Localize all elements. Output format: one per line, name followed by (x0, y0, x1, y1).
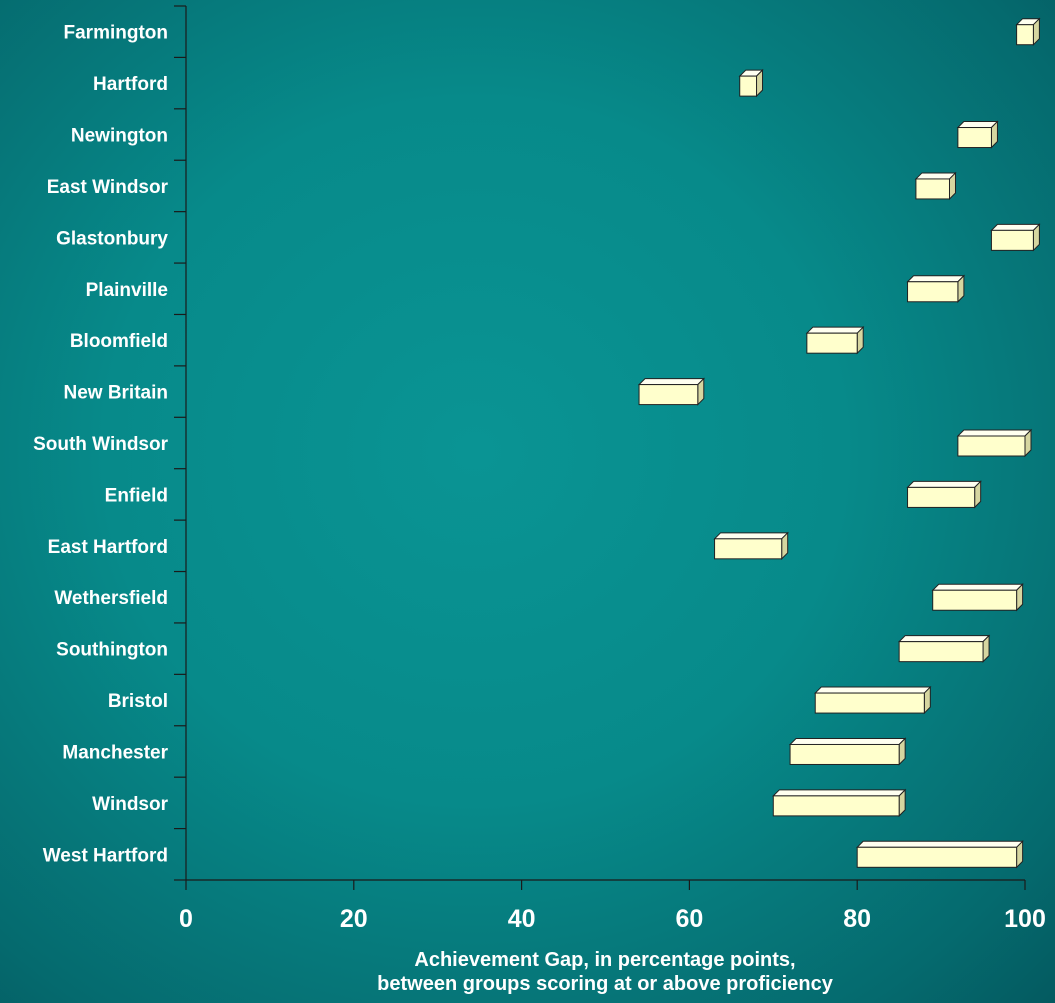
range-bar-front (915, 178, 950, 200)
range-bar-front (957, 127, 992, 149)
range-bar-top (931, 583, 1024, 591)
range-bar-top (637, 378, 705, 386)
range-bar-top (713, 532, 789, 540)
category-label: Glastonbury (56, 228, 168, 249)
range-bar-front (806, 332, 858, 354)
range-bar-top (855, 840, 1024, 848)
range-bar-top (906, 480, 982, 488)
x-tick-label: 40 (508, 905, 536, 933)
range-bar (1015, 17, 1041, 46)
range-bar-front (814, 692, 925, 714)
axes (174, 5, 1026, 890)
range-bar-top (956, 121, 999, 129)
category-label: Southington (56, 640, 168, 661)
range-bar-front (789, 743, 900, 765)
range-bar (956, 428, 1033, 458)
category-label: Farmington (64, 23, 169, 44)
range-bar (897, 634, 991, 663)
range-bar (931, 583, 1024, 612)
x-tick-label: 0 (179, 905, 193, 933)
range-bar (906, 480, 982, 509)
range-bar-top (788, 737, 907, 745)
category-label: East Hartford (48, 537, 168, 558)
range-bar (906, 274, 966, 303)
range-bar-front (856, 846, 1018, 868)
category-label: Hartford (93, 74, 168, 95)
range-bar (990, 223, 1041, 252)
range-bar-top (956, 429, 1033, 437)
range-bar-top (914, 172, 957, 180)
category-label: Windsor (92, 794, 168, 815)
range-bar-front (739, 75, 758, 97)
range-bar-top (805, 326, 865, 334)
range-bar-top (990, 223, 1041, 231)
category-label: Manchester (62, 742, 168, 763)
category-label: Bloomfield (70, 331, 168, 352)
category-label: East Windsor (47, 177, 169, 198)
category-label: Plainville (86, 280, 168, 301)
range-bar-front (990, 229, 1034, 251)
category-label: New Britain (63, 383, 168, 404)
range-bar-front (957, 435, 1026, 457)
range-bar-front (907, 486, 976, 508)
range-bar (738, 68, 764, 98)
range-bar (814, 685, 932, 715)
range-bar-front (638, 384, 699, 406)
x-tick-labels: 0 20 40 60 80 100 (179, 905, 1046, 933)
category-label: South Windsor (33, 434, 169, 455)
range-bar (637, 377, 705, 406)
range-bar (772, 788, 907, 818)
range-bar-front (1016, 24, 1034, 46)
x-tick-label: 80 (843, 905, 871, 933)
range-bar (914, 171, 957, 201)
x-tick-label: 20 (340, 905, 368, 933)
bars-group (637, 17, 1041, 869)
category-labels: Farmington Hartford Newington East Windsor G… (33, 23, 169, 867)
category-label: Bristol (108, 691, 168, 712)
x-tick-label: 60 (675, 905, 703, 933)
range-bar (956, 120, 999, 149)
range-bar-top (906, 275, 966, 283)
range-bar-top (897, 635, 991, 643)
category-label: Wethersfield (54, 588, 168, 609)
category-label: Newington (71, 126, 168, 147)
range-bar-front (714, 538, 783, 560)
range-bar (713, 531, 789, 561)
x-tick-label: 100 (1004, 905, 1046, 933)
category-label: West Hartford (43, 845, 168, 866)
range-bar (788, 737, 907, 766)
range-bar-top (814, 686, 932, 694)
range-bar-front (932, 589, 1018, 611)
range-bar-top (772, 789, 907, 797)
x-axis-title-line2: between groups scoring at or above profi… (377, 973, 834, 995)
range-bar-front (898, 641, 984, 663)
range-bar (805, 325, 865, 355)
range-bar-front (772, 795, 900, 817)
category-label: Enfield (105, 485, 168, 506)
range-bar (855, 840, 1024, 869)
range-bar-front (907, 281, 959, 303)
x-axis-title-line1: Achievement Gap, in percentage points, (414, 949, 795, 971)
